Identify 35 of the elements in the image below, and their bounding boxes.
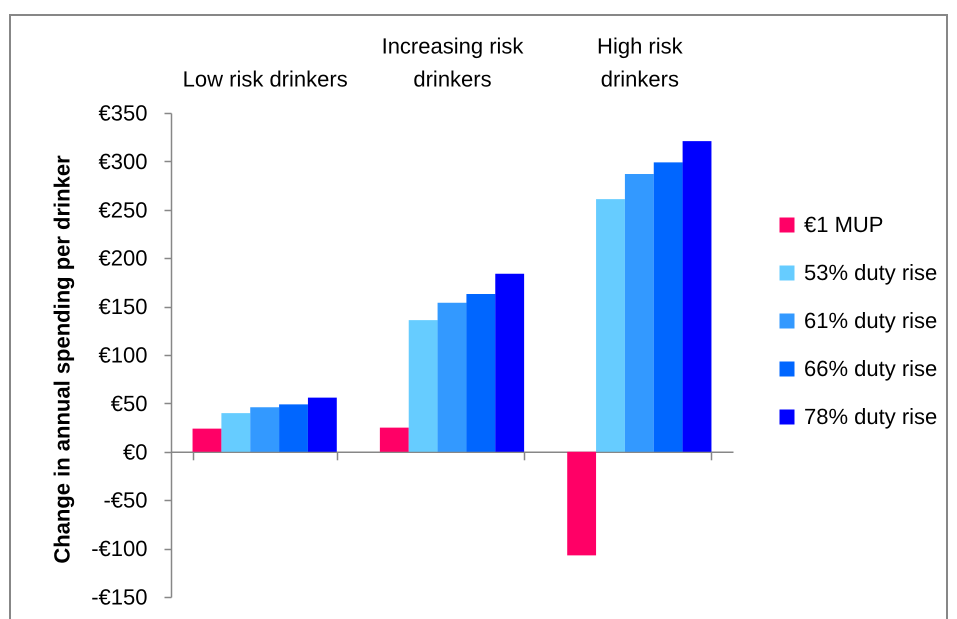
y-tick-label: €250 [98,197,148,222]
y-tick-label: €200 [98,246,148,271]
y-tick-label: €350 [98,100,148,126]
bar [279,404,308,452]
legend-label: €1 MUP [804,212,884,237]
y-axis-title: Change in annual spending per drinker [50,154,74,564]
bar [408,320,438,452]
bar [380,428,409,452]
bar [654,162,683,452]
bar [221,413,250,452]
bar [624,174,654,452]
legend-label: 61% duty rise [804,308,938,333]
y-tick-label: -€150 [91,584,148,610]
bar [250,407,280,452]
legend-label: 53% duty rise [804,260,938,285]
x-tick-label: Low risk drinkers [182,66,348,92]
bar [308,398,337,452]
x-tick-label: High risk drinkers [597,34,684,92]
bar [682,141,712,452]
bar [438,302,466,452]
y-tick-label: €300 [98,148,148,174]
y-tick-label: -€100 [91,536,148,562]
y-tick-label: -€50 [103,488,148,513]
y-tick-label: €50 [110,390,148,416]
bar [192,428,222,452]
legend-label: 66% duty rise [804,356,938,381]
bar [596,199,625,452]
x-tick-label: Increasing risk drinkers [382,34,524,92]
bar [567,452,596,556]
y-tick-label: €150 [98,294,148,320]
bar [495,274,524,452]
y-tick-label: €0 [123,439,148,464]
y-tick-label: €100 [98,342,148,368]
legend-label: 78% duty rise [804,404,938,429]
bar [466,294,496,452]
